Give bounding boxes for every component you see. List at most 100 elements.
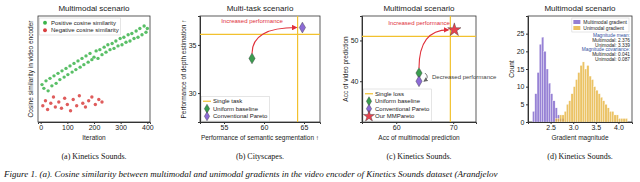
point [46,89,49,92]
bar [580,65,582,122]
bar [542,37,544,122]
point [144,31,147,34]
y-axis: 4050 [351,17,363,123]
point [41,104,44,107]
reference-line [450,16,451,122]
point [80,57,83,60]
bar [607,108,609,122]
y-axis-title: Count [508,60,515,78]
bar [605,104,607,122]
legend-label: Conventional Pareto [375,106,430,112]
reference-line [200,34,320,35]
point [40,83,43,86]
bar [589,76,591,122]
point [66,73,69,76]
point [57,100,60,103]
tick-mark [526,69,528,70]
caption: (c) Kinetics Sounds. [386,152,451,161]
point [94,49,97,52]
bar [587,65,589,122]
bar [618,118,620,122]
plot-area [40,24,149,112]
chart-title: Multimodal scenario [383,4,455,13]
annotation: Increased performance [388,20,450,26]
tick: 2.5 [546,122,556,131]
point [118,37,121,40]
point [106,43,109,46]
tick: 50 [351,37,362,44]
bar [566,104,568,122]
tick-label: 50 [351,37,359,44]
bar [616,115,618,122]
tick-label: 35 [189,42,197,49]
point [128,39,131,42]
panel: 0100200300400Positive cosine similarityN… [27,4,154,161]
y-axis: 3035 [189,17,201,123]
point [138,27,141,30]
tick: 15 [517,66,528,73]
axis-line [360,17,363,123]
tick-label: 3.0 [569,124,579,131]
point [54,82,57,85]
x-axis-title: Gradient magnitude [551,134,608,142]
caption: (b) Cityscapes. [236,152,284,161]
point [114,39,117,42]
tick-mark [360,81,362,82]
point [58,78,61,81]
tick: 25 [517,30,528,37]
legend-swatch [365,93,373,94]
tick-mark [526,51,528,52]
tick-label: 2.5 [546,124,556,131]
point [132,37,135,40]
bar [539,44,541,122]
point [249,53,255,64]
point [98,48,101,51]
point [64,67,67,70]
bar [575,80,577,122]
point [97,98,100,101]
plot-frame [38,16,150,122]
tick: 300 [115,122,127,131]
tick-label: 65 [301,124,309,131]
legend-label: Our MMPareto [375,113,415,119]
y-axis-title: Cosine similarity in video encoder [27,20,35,118]
point [50,84,53,87]
point [130,32,133,35]
point [100,53,103,56]
tick-label: 20 [517,48,525,55]
tick-label: 15 [517,66,525,73]
tick: 35 [189,42,200,49]
tick-mark [360,40,362,41]
tick-label: 60 [393,124,401,131]
tick: 65 [301,122,309,131]
legend-swatch [573,20,580,24]
legend-box [364,89,432,121]
tick-label: 0 [39,124,43,131]
axis-line [526,17,529,123]
bar [582,62,584,122]
legend-swatch [43,28,47,32]
legend-swatch [43,21,47,25]
point [66,103,69,106]
legend-label: Single task [213,98,243,104]
point [70,70,73,73]
point [75,104,78,107]
point [54,105,57,108]
bar [585,69,587,122]
point [87,99,90,102]
point [88,52,91,55]
panel: 2.53.03.54.00510152025Magnitude mean:Mul… [508,4,633,161]
point [84,54,87,57]
point [78,65,81,68]
y-axis-title: Acc of video prediction [342,36,350,102]
legend-box [40,18,121,35]
tick-mark [526,34,528,35]
caption: (d) Kinetics Sounds. [547,152,613,161]
arrow [419,30,448,68]
tick: 4.0 [614,122,624,131]
tick: 70 [450,122,458,131]
axis-line [198,17,201,123]
tick-label: 10 [517,83,525,90]
bar [560,115,562,122]
point [126,33,129,36]
